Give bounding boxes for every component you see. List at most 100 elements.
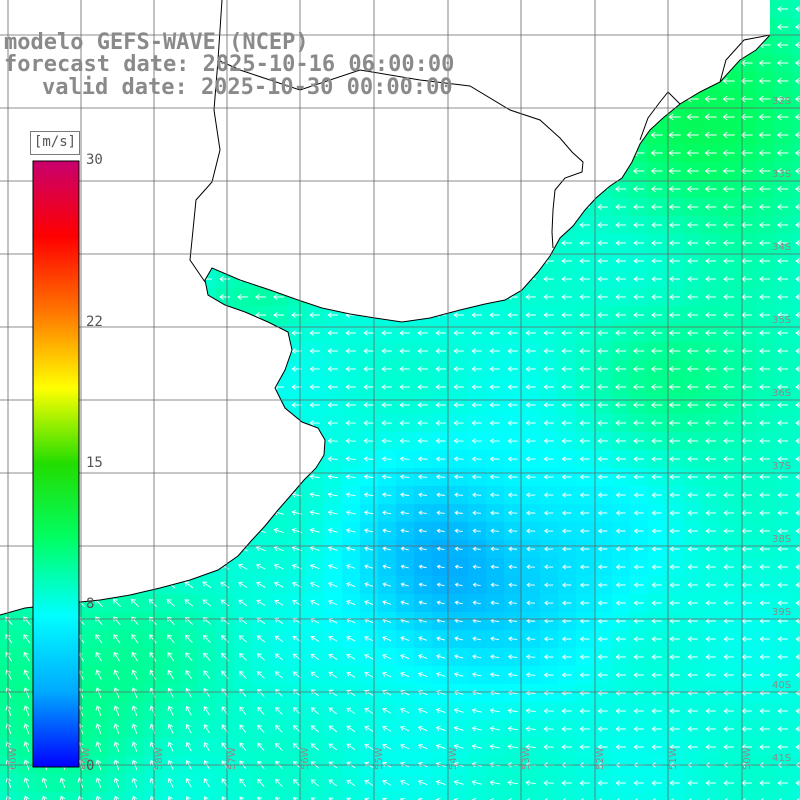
wind-arrow — [507, 330, 518, 336]
wind-arrow — [257, 671, 265, 679]
wind-arrow — [526, 798, 530, 800]
wind-arrow — [687, 492, 698, 498]
wind-arrow — [579, 528, 590, 534]
wind-arrow — [686, 167, 699, 175]
wind-arrow — [255, 312, 267, 318]
wind-arrow — [759, 744, 770, 750]
speed-cell — [270, 792, 289, 800]
wind-arrow — [400, 600, 409, 605]
wind-arrow — [363, 420, 374, 426]
wind-arrow — [23, 669, 30, 680]
wind-arrow — [382, 707, 392, 714]
wind-arrow — [95, 795, 102, 800]
wind-arrow — [687, 420, 699, 426]
wind-arrow — [723, 420, 735, 426]
wind-arrow — [795, 546, 800, 552]
wind-arrow — [597, 474, 608, 480]
speed-cell — [540, 792, 559, 800]
wind-arrow — [363, 474, 374, 480]
wind-arrow — [363, 438, 374, 444]
wind-arrow — [561, 636, 572, 642]
wind-arrow — [795, 204, 800, 210]
wind-arrow — [561, 618, 572, 624]
wind-arrow — [417, 743, 428, 750]
wind-arrow — [668, 113, 681, 121]
wind-arrow — [418, 636, 428, 641]
wind-arrow — [327, 402, 338, 408]
wind-arrow — [651, 636, 662, 642]
wind-arrow — [274, 581, 284, 588]
wind-arrow — [651, 456, 662, 462]
wind-arrow — [704, 113, 717, 121]
wind-arrow — [759, 402, 771, 408]
wind-arrow — [686, 203, 699, 211]
wind-arrow — [740, 77, 753, 85]
wind-arrow — [651, 528, 662, 534]
wind-arrow — [615, 672, 626, 678]
wind-arrow — [597, 546, 608, 552]
wind-arrow — [490, 510, 500, 516]
wind-arrow — [668, 131, 681, 139]
wind-arrow — [633, 582, 644, 588]
wind-arrow — [740, 131, 753, 139]
wind-arrow — [723, 726, 734, 732]
wind-arrow — [525, 474, 536, 480]
wind-arrow — [418, 510, 427, 516]
wind-arrow — [472, 528, 481, 534]
wind-arrow — [131, 777, 138, 788]
speed-cell — [324, 792, 343, 800]
wind-arrow — [777, 618, 788, 624]
wind-arrow — [346, 653, 356, 660]
speed-cell — [720, 792, 739, 800]
wind-arrow — [238, 581, 248, 588]
wind-arrow — [561, 654, 572, 660]
wind-arrow — [651, 474, 662, 480]
wind-arrow — [597, 204, 608, 210]
wind-arrow — [95, 634, 103, 644]
wind-arrow — [543, 402, 554, 408]
wind-arrow — [632, 383, 645, 391]
wind-arrow — [5, 669, 12, 680]
lon-tick-label: 54W — [448, 747, 459, 770]
wind-arrow — [23, 777, 30, 788]
wind-arrow — [579, 546, 590, 552]
wind-arrow — [615, 456, 626, 462]
wind-arrow — [292, 779, 301, 787]
wind-arrow — [579, 402, 590, 408]
wind-arrow — [777, 744, 788, 750]
wind-arrow — [131, 651, 139, 662]
wind-arrow — [436, 600, 445, 605]
wind-arrow — [363, 348, 374, 354]
wind-arrow — [776, 41, 789, 49]
wind-arrow — [615, 708, 626, 714]
wind-arrow — [453, 366, 464, 372]
wind-arrow — [633, 186, 645, 192]
wind-arrow — [203, 778, 210, 788]
wind-arrow — [794, 131, 800, 139]
wind-arrow — [309, 348, 320, 354]
wind-arrow — [777, 546, 788, 552]
wind-arrow — [579, 330, 590, 336]
wind-arrow — [561, 492, 572, 498]
wind-arrow — [668, 347, 681, 355]
wind-arrow — [669, 708, 680, 714]
wind-arrow — [255, 563, 266, 570]
wind-arrow — [543, 366, 554, 372]
wind-arrow — [704, 348, 717, 354]
speed-cell — [288, 792, 307, 800]
wind-arrow — [346, 707, 356, 715]
wind-arrow — [327, 312, 338, 318]
wind-arrow — [95, 705, 102, 717]
wind-arrow — [758, 185, 771, 193]
wind-arrow — [453, 384, 464, 390]
wind-arrow — [651, 204, 663, 210]
wind-arrow — [579, 276, 590, 282]
wind-arrow — [328, 653, 338, 660]
wind-arrow — [436, 654, 446, 659]
wind-arrow — [203, 652, 211, 662]
wind-arrow — [687, 726, 698, 732]
wind-arrow — [561, 708, 572, 714]
wind-arrow — [507, 312, 518, 318]
wind-arrow — [417, 456, 428, 462]
wind-arrow — [417, 384, 428, 390]
